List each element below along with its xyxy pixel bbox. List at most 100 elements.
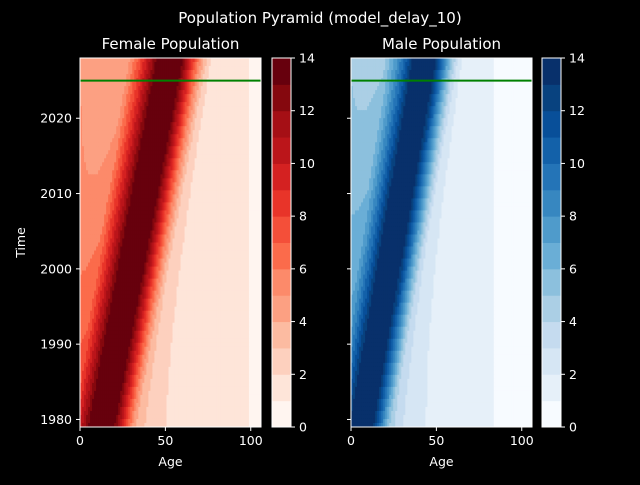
heatmap-cell [152,214,156,220]
heatmap-cell [92,242,95,248]
heatmap-cell [242,166,246,171]
heatmap-cell [100,130,103,135]
heatmap-cell [214,198,218,203]
heatmap-cell [94,106,97,111]
heatmap-cell [228,210,232,216]
heatmap-cell [148,182,151,187]
heatmap-cell [96,62,99,67]
heatmap-cell [248,154,252,159]
heatmap-cell [230,94,234,99]
heatmap-cell [130,222,133,228]
heatmap-cell [170,198,174,203]
heatmap-cell [154,222,158,228]
heatmap-cell [248,118,252,123]
heatmap-cell [246,170,250,175]
heatmap-cell [188,202,192,207]
heatmap-cell [184,226,188,232]
heatmap-cell [128,190,131,195]
heatmap-cell [120,118,123,123]
heatmap-cell [140,154,143,159]
heatmap-cell [114,198,117,203]
heatmap-cell [106,82,109,87]
heatmap-cell [122,118,125,123]
heatmap-cell [188,170,192,175]
heatmap-cell [82,246,85,252]
heatmap-cell [90,106,93,111]
heatmap-cell [138,102,141,107]
heatmap-cell [138,110,141,115]
heatmap-cell [226,274,230,280]
heatmap-cell [156,146,160,151]
heatmap-cell [202,238,206,244]
heatmap-cell [112,94,115,99]
heatmap-cell [252,266,256,272]
heatmap-cell [114,146,117,151]
heatmap-cell [106,162,109,167]
heatmap-cell [250,134,254,139]
heatmap-cell [182,214,186,220]
heatmap-cell [188,250,192,256]
heatmap-cell [166,250,170,256]
heatmap-cell [80,250,83,256]
heatmap-cell [186,250,190,256]
heatmap-cell [166,226,170,232]
heatmap-cell [200,94,204,99]
heatmap-cell [170,258,174,264]
heatmap-cell [250,142,254,147]
heatmap-cell [180,194,184,199]
heatmap-cell [104,246,107,252]
heatmap-cell [218,186,222,191]
heatmap-cell [214,134,218,139]
heatmap-cell [256,202,260,207]
heatmap-cell [138,142,141,147]
heatmap-cell [222,94,226,99]
heatmap-cell [104,206,107,212]
heatmap-cell [104,250,107,256]
heatmap-cell [168,270,172,276]
heatmap-cell [246,158,250,163]
heatmap-cell [98,170,101,175]
heatmap-cell [134,150,137,155]
heatmap-cell [258,198,261,203]
heatmap-cell [234,258,238,264]
heatmap-cell [246,242,250,248]
heatmap-cell [98,190,101,195]
heatmap-cell [200,210,204,216]
heatmap-cell [126,150,129,155]
heatmap-cell [236,274,240,280]
heatmap-cell [134,210,137,216]
heatmap-cell [208,234,212,240]
heatmap-cell [248,186,252,191]
heatmap-cell [224,222,228,228]
heatmap-cell [92,158,95,163]
heatmap-cell [84,206,87,212]
heatmap-cell [160,222,164,228]
heatmap-cell [228,110,232,115]
heatmap-cell [134,102,137,107]
heatmap-cell [222,62,226,67]
heatmap-cell [176,106,180,111]
heatmap-cell [204,182,208,187]
heatmap-cell [122,242,125,248]
heatmap-cell [90,250,93,256]
heatmap-cell [158,250,162,256]
heatmap-cell [194,242,198,248]
heatmap-cell [96,198,99,203]
heatmap-cell [100,278,103,284]
heatmap-cell [116,250,119,256]
heatmap-cell [214,238,218,244]
heatmap-cell [156,222,160,228]
heatmap-cell [128,102,131,107]
heatmap-cell [248,102,252,107]
heatmap-cell [240,162,244,167]
heatmap-cell [242,198,246,203]
heatmap-cell [218,182,222,187]
heatmap-cell [144,246,147,252]
heatmap-cell [100,250,103,256]
heatmap-cell [256,274,260,280]
heatmap-cell [94,202,97,207]
heatmap-cell [222,110,226,115]
heatmap-cell [180,66,184,71]
heatmap-cell [198,254,202,260]
heatmap-cell [98,186,101,191]
